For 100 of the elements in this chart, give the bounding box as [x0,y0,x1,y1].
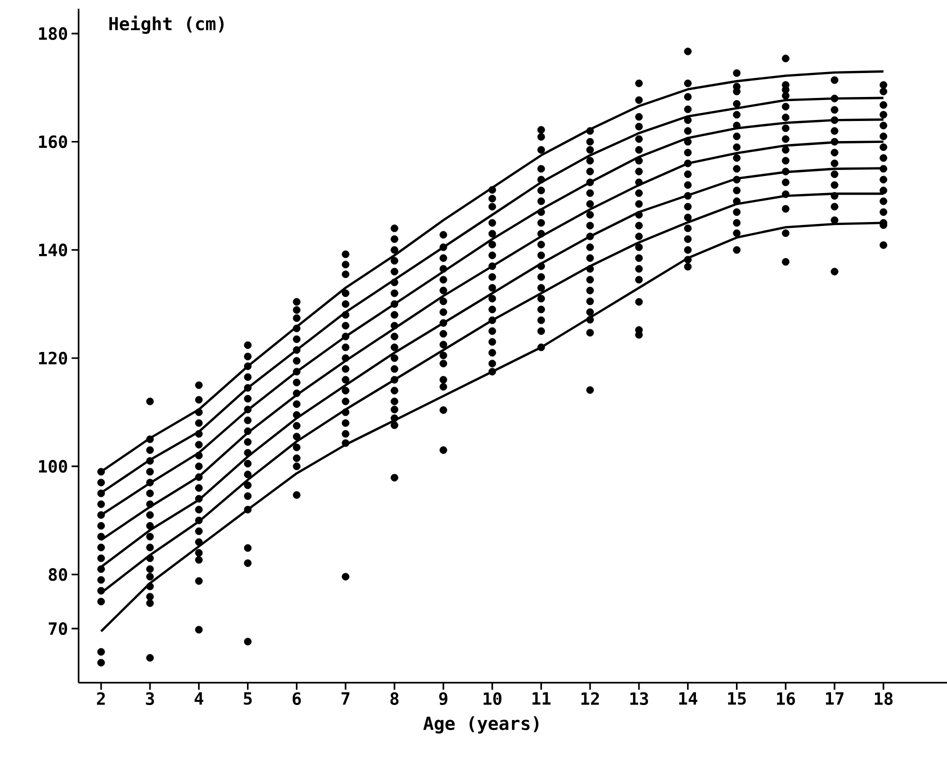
point [488,262,496,270]
x-tick-label: 3 [146,692,154,706]
point [684,148,692,156]
point [97,532,105,540]
point [342,311,350,319]
point [292,324,300,332]
point [390,386,398,394]
point [537,273,545,281]
point [586,298,594,306]
point [684,192,692,200]
point [390,398,398,406]
point [97,598,105,606]
point [292,432,300,440]
point [537,176,545,184]
point [684,160,692,168]
point [146,544,154,552]
point [292,454,300,462]
point [635,254,643,262]
point [97,500,105,508]
point [390,278,398,286]
point [146,457,154,465]
y-tick-label: 80 [48,568,68,581]
point [97,554,105,562]
point [195,516,203,524]
point [342,386,350,394]
point [440,319,448,327]
point [732,122,741,130]
point [342,572,350,580]
point [732,186,741,194]
point [782,114,790,122]
point [537,294,545,302]
point [488,219,496,227]
point [195,549,203,557]
point [782,124,790,132]
point [440,352,448,360]
point [537,284,545,292]
point [880,132,888,140]
point [635,331,643,339]
y-tick-label: 160 [39,135,68,148]
point [586,146,594,154]
point [488,230,496,238]
point [97,586,105,595]
point [732,176,741,184]
point [635,232,643,240]
point [684,80,692,88]
point [684,181,692,189]
point [244,506,252,514]
point [586,200,594,208]
x-tick-label: 9 [439,692,448,706]
point [244,438,252,446]
point [537,126,545,134]
point [586,168,594,176]
point [146,500,154,508]
point [97,648,105,656]
point [684,127,692,135]
point [195,473,203,481]
point [537,252,545,260]
point [146,478,154,486]
point [97,522,105,530]
point [830,160,838,168]
point [488,360,496,368]
point [537,146,545,154]
point [292,422,300,430]
point [146,572,154,580]
point [292,444,300,452]
point [732,229,741,237]
point [292,298,300,306]
point [782,102,790,110]
point [880,101,888,109]
point [244,362,252,370]
point [390,365,398,373]
point [342,260,350,268]
point [635,200,643,208]
point [440,243,448,252]
point [390,344,398,352]
x-tick-label: 16 [777,692,795,706]
point [390,246,398,254]
point [830,106,838,114]
point [732,219,741,227]
point [830,94,838,102]
point [390,421,398,430]
point [342,300,350,308]
point [830,138,838,146]
point [244,416,252,424]
point [488,194,496,202]
x-axis-title: Age (years) [423,716,538,734]
point [586,156,594,164]
point [342,344,350,352]
point [488,316,496,324]
point [146,554,154,562]
point [146,398,154,406]
point [635,156,643,164]
x-tick-label: 14 [679,692,698,705]
point [342,398,350,406]
point [586,178,594,186]
point [782,258,790,266]
point [97,511,105,519]
point [684,116,692,124]
point [195,577,203,585]
point [830,76,838,84]
